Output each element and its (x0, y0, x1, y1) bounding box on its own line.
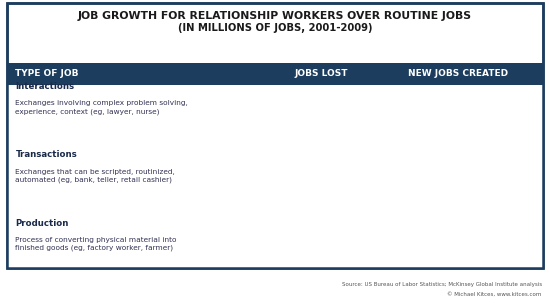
Text: Exchanges that can be scripted, routinized,
automated (eg, bank, teller, retail : Exchanges that can be scripted, routiniz… (15, 168, 175, 183)
Bar (282, 217, 364, 250)
Text: JOBS LOST: JOBS LOST (295, 69, 348, 79)
Text: TYPE OF JOB: TYPE OF JOB (15, 69, 79, 79)
Text: Exchanges involving complex problem solving,
experience, context (eg, lawyer, nu: Exchanges involving complex problem solv… (15, 100, 188, 115)
Text: NEW JOBS CREATED: NEW JOBS CREATED (408, 69, 508, 79)
Text: 4.8: 4.8 (513, 103, 531, 113)
Text: Process of converting physical material into
finished goods (eg, factory worker,: Process of converting physical material … (15, 237, 177, 251)
Text: -0.7: -0.7 (318, 166, 339, 176)
Text: Interactions: Interactions (15, 82, 75, 91)
Text: (IN MILLIONS OF JOBS, 2001-2009): (IN MILLIONS OF JOBS, 2001-2009) (178, 23, 372, 33)
Text: -2.7: -2.7 (257, 229, 278, 239)
Text: © Michael Kitces, www.kitces.com: © Michael Kitces, www.kitces.com (447, 292, 542, 297)
Bar (343, 155, 364, 187)
Text: Production: Production (15, 219, 69, 228)
Text: Transactions: Transactions (15, 150, 77, 159)
Text: Source: US Bureau of Labor Statistics; McKinsey Global Institute analysis: Source: US Bureau of Labor Statistics; M… (342, 282, 542, 287)
Text: JOB GROWTH FOR RELATIONSHIP WORKERS OVER ROUTINE JOBS: JOB GROWTH FOR RELATIONSHIP WORKERS OVER… (78, 11, 472, 21)
Bar (364, 92, 510, 125)
